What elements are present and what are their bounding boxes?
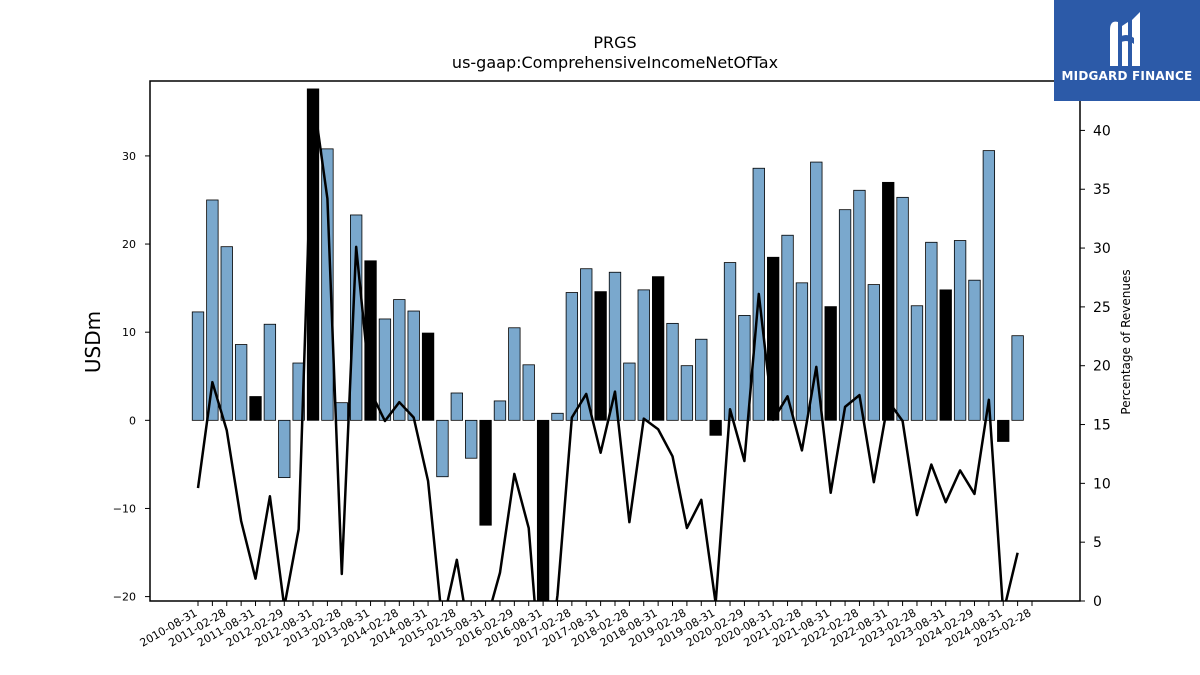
bar — [853, 189, 866, 421]
y-tick-label: 20 — [122, 238, 136, 251]
bar — [479, 419, 492, 526]
bar — [493, 400, 507, 421]
bar — [608, 271, 622, 421]
bar — [321, 148, 334, 421]
bar — [680, 365, 694, 421]
bar — [997, 419, 1010, 442]
bar — [465, 419, 478, 459]
y2-tick-label: 5 — [1093, 535, 1102, 551]
bar — [623, 362, 636, 421]
bar — [522, 364, 535, 421]
bar — [220, 246, 233, 421]
bar — [421, 332, 435, 421]
y2-tick-label: 35 — [1093, 182, 1111, 198]
brand-name: MIDGARD FINANCE — [1061, 69, 1193, 83]
y-axis-left: −20 −10 0 10 20 30 — [113, 150, 150, 604]
bar — [450, 392, 463, 421]
bar — [551, 412, 564, 421]
bar — [594, 291, 607, 421]
bar — [436, 419, 449, 478]
bar — [306, 88, 320, 421]
chart-subtitle: us-gaap:ComprehensiveIncomeNetOfTax — [452, 53, 778, 72]
bar — [939, 289, 952, 421]
bar — [191, 311, 205, 421]
y-axis-label: USDm — [81, 311, 105, 373]
x-axis: 2010-08-312011-02-282011-08-312012-02-29… — [138, 601, 1034, 650]
bar — [407, 310, 420, 421]
bar — [910, 305, 924, 421]
bar — [695, 338, 708, 421]
bar — [234, 344, 248, 421]
y-axis-right: 0 5 10 15 20 25 30 35 40 — [1080, 123, 1111, 610]
bar — [350, 214, 363, 421]
bar — [709, 419, 722, 436]
bar — [335, 402, 348, 421]
y2-tick-label: 10 — [1093, 476, 1111, 492]
y-tick-label: −20 — [113, 591, 136, 604]
bar — [824, 306, 837, 421]
midgard-logo-icon — [1110, 12, 1140, 66]
brand-logo: MIDGARD FINANCE — [1054, 0, 1200, 101]
bar — [278, 419, 291, 479]
y2-tick-label: 15 — [1093, 418, 1111, 434]
chart-title: PRGS — [593, 33, 636, 52]
bar — [838, 209, 852, 421]
bar — [378, 318, 392, 421]
bar — [637, 289, 650, 421]
bar — [953, 240, 967, 421]
bar — [651, 276, 665, 421]
bar — [925, 241, 938, 421]
bar — [393, 299, 406, 421]
y2-tick-label: 25 — [1093, 300, 1111, 316]
bar — [666, 322, 679, 421]
y2-tick-label: 20 — [1093, 359, 1111, 375]
bar — [867, 284, 880, 421]
bar — [982, 150, 996, 421]
bar — [565, 292, 579, 421]
bar — [738, 315, 751, 421]
y2-tick-label: 30 — [1093, 241, 1111, 257]
bars-group — [191, 88, 1024, 601]
y2-axis-label: Percentage of Revenues — [1119, 269, 1133, 414]
y-tick-label: 0 — [129, 414, 136, 427]
bar — [882, 181, 895, 421]
bar — [810, 161, 823, 421]
bar — [781, 234, 794, 421]
bar — [795, 282, 809, 421]
bar — [1011, 335, 1024, 421]
y-tick-label: 10 — [122, 326, 136, 339]
bar — [508, 327, 521, 421]
bar — [723, 262, 737, 421]
bar — [536, 419, 550, 601]
y-tick-label: −10 — [113, 502, 136, 515]
y-tick-label: 30 — [122, 150, 136, 163]
y2-tick-label: 40 — [1093, 123, 1111, 139]
bar — [206, 199, 219, 421]
bar — [249, 396, 262, 421]
bar — [968, 279, 981, 421]
bar — [767, 256, 780, 421]
y2-tick-label: 0 — [1093, 594, 1102, 610]
bar — [896, 196, 909, 421]
bar — [580, 268, 593, 421]
percentage-line — [196, 93, 1019, 601]
bar — [263, 323, 277, 421]
line-group — [196, 93, 1019, 601]
